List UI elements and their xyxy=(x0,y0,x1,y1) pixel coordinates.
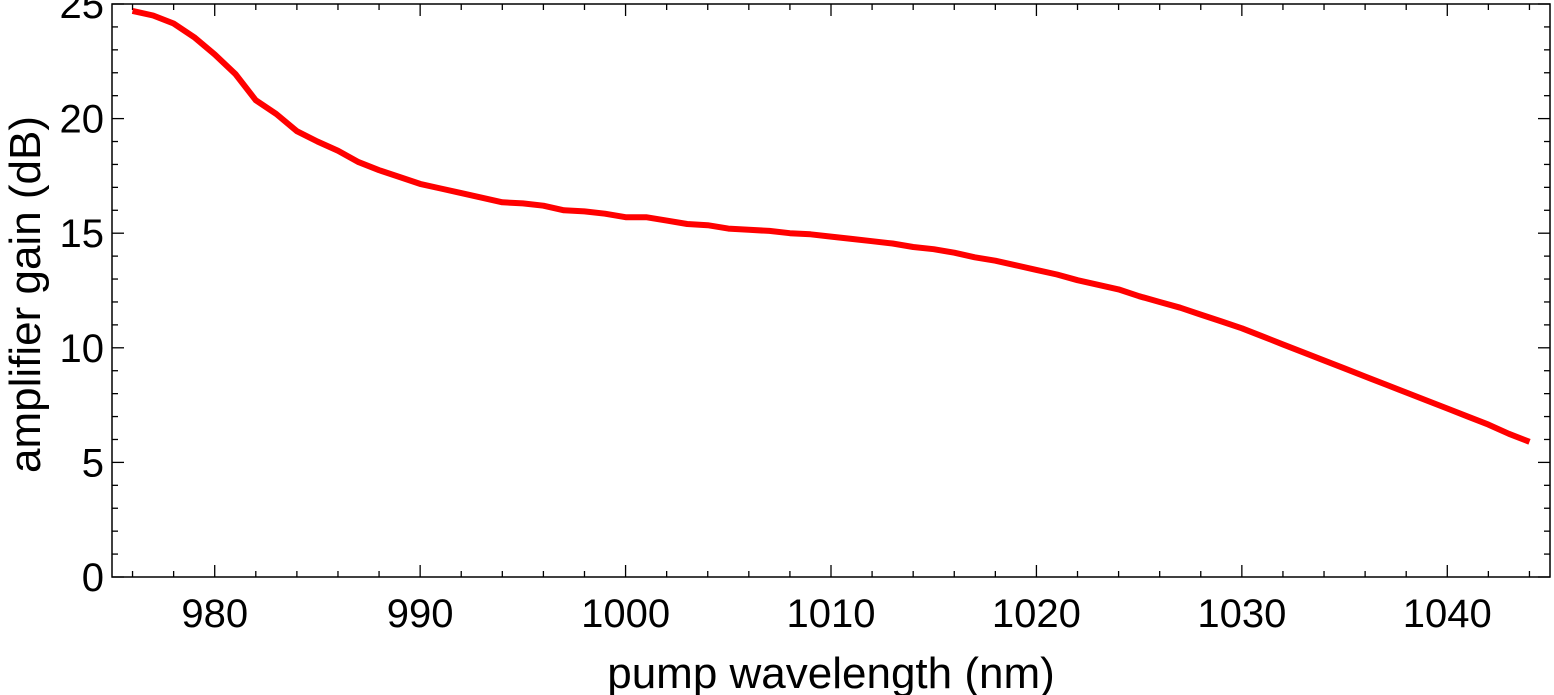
x-tick-label: 990 xyxy=(387,592,454,636)
x-tick-label: 1030 xyxy=(1197,592,1286,636)
tick-labels: 980 990 1000 1010 1020 1030 1040 0 5 10 15 20 25 xyxy=(60,0,1492,636)
y-tick-label: 15 xyxy=(60,212,105,256)
x-axis-title: pump wavelength (nm) xyxy=(607,649,1055,695)
y-tick-label: 0 xyxy=(82,556,104,600)
x-tick-label: 1020 xyxy=(992,592,1081,636)
gain-series-line xyxy=(131,7,1531,445)
x-tick-label: 980 xyxy=(181,592,248,636)
y-tick-label: 5 xyxy=(82,441,104,485)
y-tick-label: 25 xyxy=(60,0,105,27)
x-tick-label: 1010 xyxy=(787,592,876,636)
plot-frame xyxy=(111,3,1551,578)
x-tick-label: 1000 xyxy=(581,592,670,636)
y-tick-label: 10 xyxy=(60,327,105,371)
y-tick-label: 20 xyxy=(60,98,105,142)
ticks xyxy=(112,3,1550,578)
x-tick-label: 1040 xyxy=(1403,592,1492,636)
y-axis-title: amplifier gain (dB) xyxy=(1,116,50,473)
